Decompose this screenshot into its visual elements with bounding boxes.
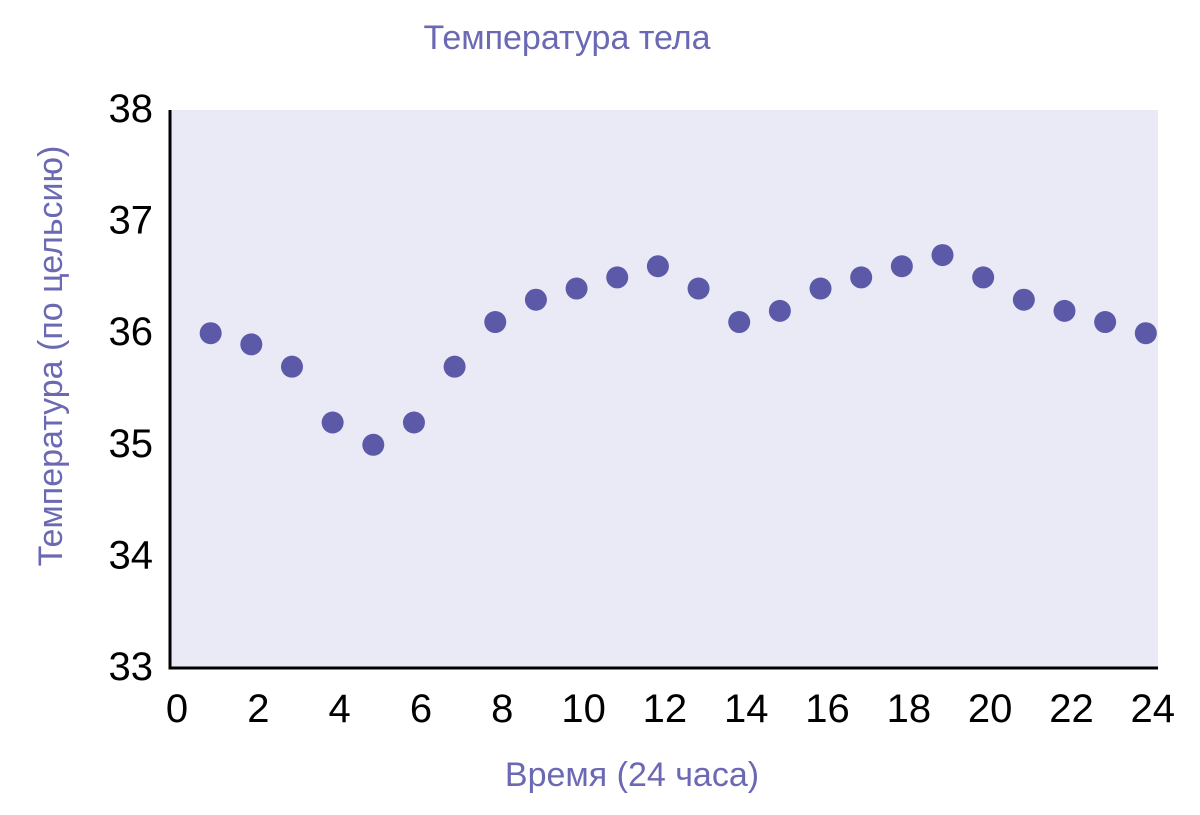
data-point	[687, 277, 710, 300]
data-point	[646, 255, 669, 278]
data-point	[484, 311, 507, 334]
data-point	[809, 277, 832, 300]
x-tick-label: 4	[329, 687, 351, 731]
y-axis-label: Температура (по цельсию)	[32, 146, 70, 567]
x-tick-label: 16	[805, 687, 850, 731]
x-tick-label: 0	[166, 687, 188, 731]
data-point	[1134, 322, 1157, 345]
data-point	[850, 266, 873, 289]
x-tick-label: 18	[887, 687, 932, 731]
data-point	[362, 433, 385, 456]
y-tick-label: 37	[109, 199, 154, 243]
data-point	[1053, 299, 1076, 322]
y-tick-label: 34	[109, 533, 154, 577]
data-point	[565, 277, 588, 300]
data-point	[768, 299, 791, 322]
data-point	[972, 266, 995, 289]
x-tick-label: 14	[724, 687, 769, 731]
x-tick-label: 2	[247, 687, 269, 731]
y-tick-label: 36	[109, 310, 154, 354]
x-axis-label: Время (24 часа)	[505, 756, 759, 794]
y-tick-label: 38	[109, 87, 154, 131]
x-tick-label: 12	[643, 687, 688, 731]
y-tick-label: 35	[109, 422, 154, 466]
data-point	[321, 411, 344, 434]
chart-title: Температура тела	[423, 19, 710, 57]
data-point	[606, 266, 629, 289]
data-point	[280, 355, 303, 378]
data-points	[199, 244, 1157, 456]
data-point	[443, 355, 466, 378]
y-tick-labels: 33 34 35 36 37 38	[109, 87, 154, 689]
y-tick-label: 33	[109, 645, 154, 689]
data-point	[402, 411, 425, 434]
data-point	[890, 255, 913, 278]
data-point	[1094, 311, 1117, 334]
data-point	[1012, 288, 1035, 311]
x-tick-label: 6	[410, 687, 432, 731]
plot-background	[170, 110, 1158, 668]
data-point	[240, 333, 263, 356]
data-point	[524, 288, 547, 311]
x-tick-label: 20	[968, 687, 1013, 731]
x-tick-label: 8	[491, 687, 513, 731]
x-tick-label: 10	[561, 687, 606, 731]
x-tick-labels: 0 2 4 6 8 10 12 14 16 18 20 22 24	[166, 687, 1175, 731]
data-point	[931, 244, 954, 267]
x-tick-label: 24	[1131, 687, 1176, 731]
data-point	[728, 311, 751, 334]
x-tick-label: 22	[1049, 687, 1094, 731]
data-point	[199, 322, 222, 345]
